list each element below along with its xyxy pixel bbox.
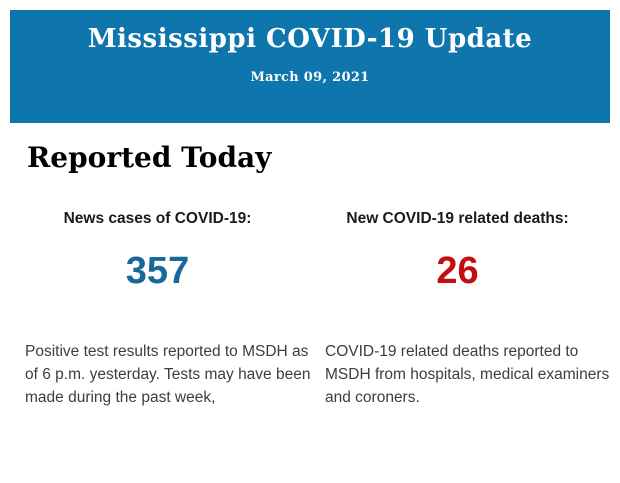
new-deaths-value: 26 — [436, 250, 479, 292]
section-heading: Reported Today — [27, 141, 272, 174]
new-cases-description: Positive test results reported to MSDH a… — [25, 340, 311, 409]
description-line: and coroners. — [325, 389, 420, 406]
new-cases-value: 357 — [125, 250, 190, 292]
report-date: March 09, 2021 — [250, 70, 370, 85]
description-line: made during the past week, — [25, 389, 216, 406]
new-deaths-label: New COVID-19 related deaths: — [346, 210, 569, 227]
new-deaths-description: COVID-19 related deaths reported to MSDH… — [325, 340, 610, 409]
stats-row: News cases of COVID-19: 357 Positive tes… — [25, 210, 610, 409]
stat-new-cases: News cases of COVID-19: 357 Positive tes… — [25, 210, 311, 409]
stat-new-deaths: New COVID-19 related deaths: 26 COVID-19… — [325, 210, 610, 409]
description-line: COVID-19 related deaths reported to — [325, 343, 579, 360]
description-line: of 6 p.m. yesterday. Tests may have been — [25, 366, 311, 383]
page-title: Mississippi COVID-19 Update — [87, 24, 533, 54]
new-cases-label: News cases of COVID-19: — [63, 210, 252, 227]
description-line: Positive test results reported to MSDH a… — [25, 343, 309, 360]
description-line: MSDH from hospitals, medical examiners — [325, 366, 610, 383]
header-banner: Mississippi COVID-19 Update March 09, 20… — [10, 10, 610, 123]
